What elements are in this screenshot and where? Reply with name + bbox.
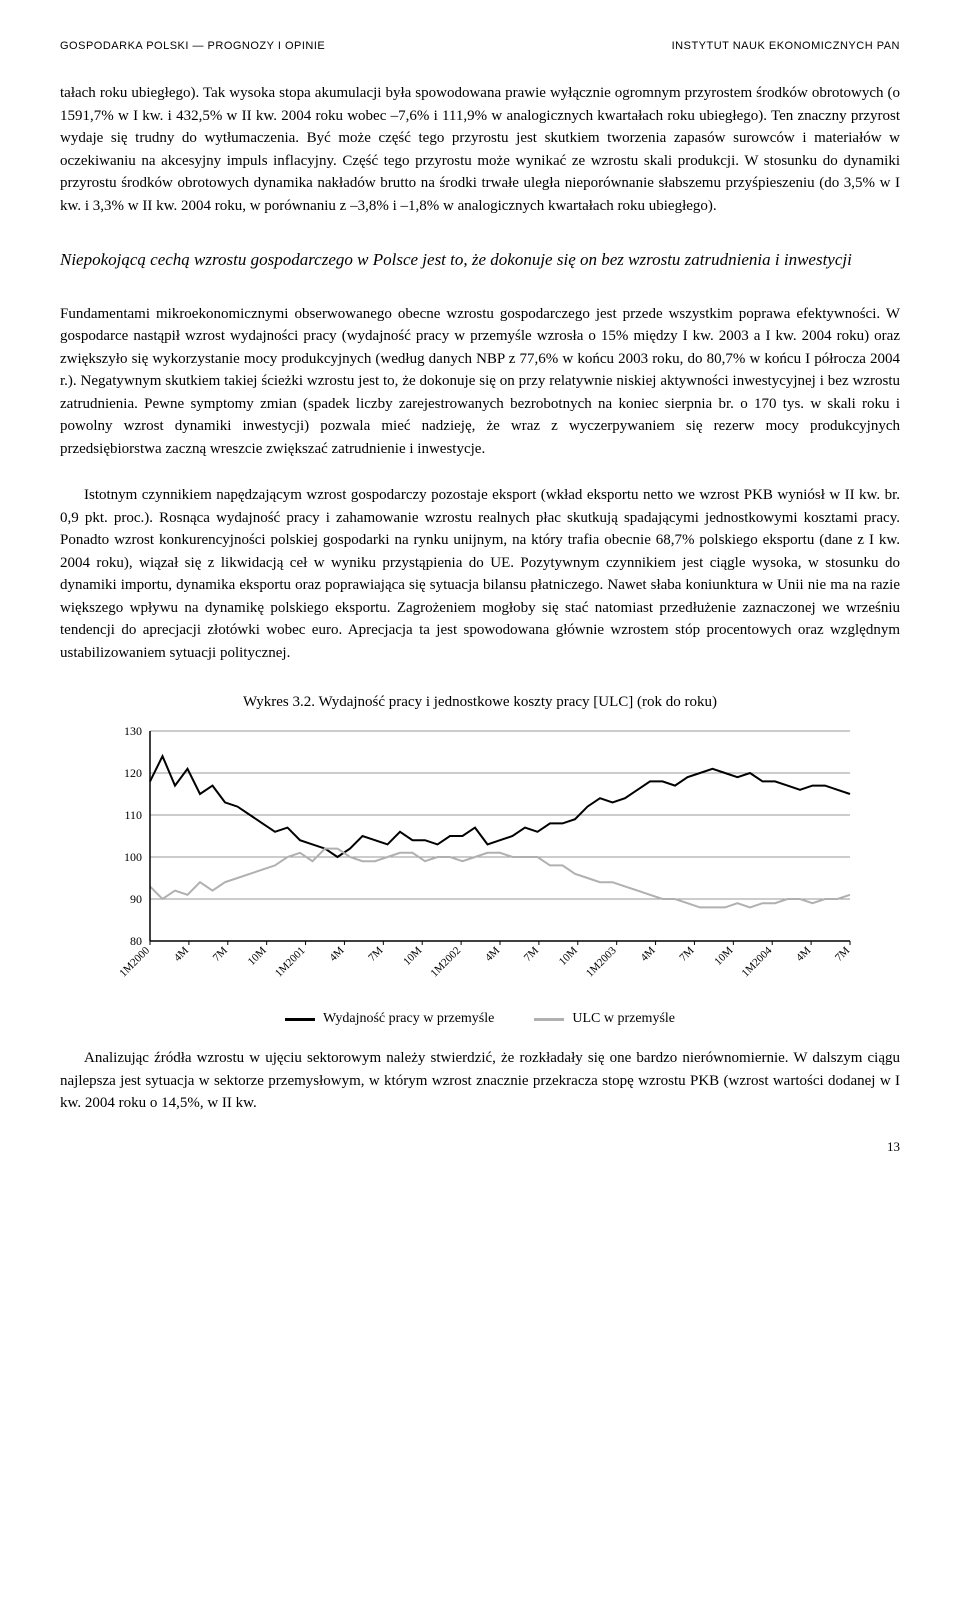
- paragraph-3: Istotnym czynnikiem napędzającym wzrost …: [60, 484, 900, 664]
- svg-text:10M: 10M: [557, 944, 580, 967]
- header-right: INSTYTUT NAUK EKONOMICZNYCH PAN: [672, 40, 900, 52]
- chart-title: Wykres 3.2. Wydajność pracy i jednostkow…: [60, 694, 900, 711]
- chart-svg: 80901001101201301M20004M7M10M1M20014M7M1…: [100, 721, 860, 1001]
- legend-swatch-0: [285, 1018, 315, 1021]
- legend-item-1: ULC w przemyśle: [534, 1011, 675, 1027]
- svg-text:1M2000: 1M2000: [117, 944, 152, 979]
- svg-text:7M: 7M: [833, 944, 852, 963]
- svg-text:80: 80: [130, 934, 142, 948]
- svg-text:7M: 7M: [677, 944, 696, 963]
- header-left: GOSPODARKA POLSKI — PROGNOZY I OPINIE: [60, 40, 325, 52]
- legend-swatch-1: [534, 1018, 564, 1021]
- svg-text:4M: 4M: [483, 944, 502, 963]
- svg-text:100: 100: [124, 850, 142, 864]
- chart-legend: Wydajność pracy w przemyśle ULC w przemy…: [60, 1011, 900, 1027]
- svg-text:7M: 7M: [522, 944, 541, 963]
- paragraph-2: Fundamentami mikroekonomicznymi obserwow…: [60, 303, 900, 461]
- legend-label-0: Wydajność pracy w przemyśle: [323, 1011, 494, 1027]
- callout-quote: Niepokojącą cechą wzrostu gospodarczego …: [60, 247, 900, 273]
- legend-item-0: Wydajność pracy w przemyśle: [285, 1011, 494, 1027]
- svg-text:110: 110: [124, 808, 142, 822]
- svg-text:90: 90: [130, 892, 142, 906]
- svg-text:10M: 10M: [246, 944, 269, 967]
- svg-text:4M: 4M: [794, 944, 813, 963]
- svg-text:1M2003: 1M2003: [584, 944, 619, 979]
- svg-text:120: 120: [124, 766, 142, 780]
- svg-text:4M: 4M: [327, 944, 346, 963]
- svg-text:10M: 10M: [401, 944, 424, 967]
- svg-text:1M2001: 1M2001: [273, 945, 308, 980]
- svg-text:4M: 4M: [638, 944, 657, 963]
- page-header: GOSPODARKA POLSKI — PROGNOZY I OPINIE IN…: [60, 40, 900, 52]
- svg-text:10M: 10M: [712, 944, 735, 967]
- svg-text:130: 130: [124, 724, 142, 738]
- paragraph-1: tałach roku ubiegłego). Tak wysoka stopa…: [60, 82, 900, 217]
- paragraph-4: Analizując źródła wzrostu w ujęciu sekto…: [60, 1047, 900, 1115]
- svg-text:4M: 4M: [172, 944, 191, 963]
- svg-text:1M2004: 1M2004: [739, 944, 774, 979]
- chart-3-2: Wykres 3.2. Wydajność pracy i jednostkow…: [60, 694, 900, 1027]
- legend-label-1: ULC w przemyśle: [572, 1011, 675, 1027]
- svg-text:7M: 7M: [366, 944, 385, 963]
- svg-text:7M: 7M: [211, 944, 230, 963]
- svg-text:1M2002: 1M2002: [428, 945, 463, 980]
- page-number: 13: [60, 1139, 900, 1155]
